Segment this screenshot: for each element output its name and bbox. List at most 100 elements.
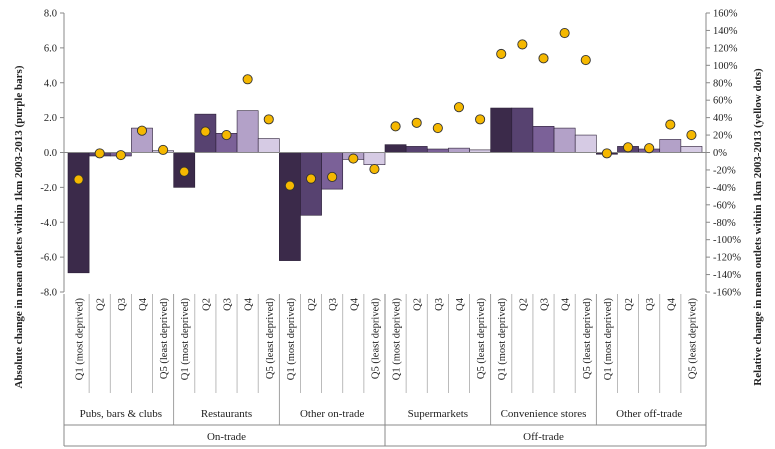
group-label: Pubs, bars & clubs [80, 408, 163, 420]
quintile-label: Q4 [138, 297, 149, 311]
dot [179, 166, 190, 177]
quintile-label: Q5 (least deprived) [265, 298, 276, 380]
y2-tick-label: 120% [713, 43, 738, 54]
dot [390, 121, 401, 132]
quintile-label: Q3 [328, 298, 339, 311]
dot [411, 117, 422, 128]
bar [236, 110, 259, 153]
dot [517, 39, 528, 50]
y2-tick-label: 80% [713, 78, 733, 89]
y2-tick-label: 0% [713, 148, 727, 159]
y-tick-label: 0.0 [44, 148, 57, 159]
bar [321, 152, 344, 190]
dot [348, 153, 359, 164]
quintile-label: Q2 [201, 298, 212, 311]
group-label: Supermarkets [408, 408, 468, 420]
bar [67, 152, 90, 274]
y-tick-label: 2.0 [44, 113, 57, 124]
y2-tick-label: 20% [713, 131, 733, 142]
quintile-label: Q2 [307, 298, 318, 311]
axes-layer [60, 12, 710, 447]
y-tick-label: -6.0 [40, 253, 57, 264]
dot [538, 53, 549, 64]
bar [532, 126, 555, 153]
group-label: Convenience stores [501, 408, 587, 420]
y2-tick-label: -80% [713, 218, 736, 229]
bar [384, 144, 407, 153]
bars-layer [67, 107, 703, 274]
y2-tick-label: 100% [713, 61, 738, 72]
y2-axis-title: Relative change in mean outlets within 1… [752, 68, 764, 386]
y-tick-label: -2.0 [40, 183, 57, 194]
bar [553, 127, 576, 153]
y2-tick-label: -160% [713, 288, 741, 299]
bar [448, 147, 470, 153]
dot [475, 114, 486, 125]
quintile-label: Q1 (most deprived) [392, 297, 403, 380]
dot [242, 74, 253, 85]
dot [496, 48, 507, 60]
bar [680, 146, 703, 153]
quintile-label: Q1 (most deprived) [180, 297, 191, 380]
y-tick-label: -4.0 [40, 218, 57, 229]
dot [115, 150, 126, 161]
dot [432, 123, 443, 134]
quintile-label: Q3 [645, 298, 656, 311]
dot [580, 55, 591, 66]
y-tick-label: 8.0 [44, 9, 57, 20]
quintile-label: Q4 [561, 297, 572, 311]
dot [559, 28, 570, 39]
quintile-label: Q3 [223, 298, 234, 311]
quintile-label: Q5 (least deprived) [159, 298, 170, 380]
bar [257, 138, 280, 153]
dot [305, 173, 317, 184]
dot [136, 125, 148, 136]
quintile-label: Q5 (least deprived) [370, 298, 381, 380]
dot [644, 143, 655, 154]
y2-tick-label: 40% [713, 113, 733, 124]
y2-tick-label: -40% [713, 183, 736, 194]
quintile-label: Q4 [455, 297, 466, 311]
bar [490, 107, 513, 153]
dot [73, 174, 84, 185]
y-tick-label: 6.0 [44, 43, 57, 54]
dot [686, 130, 697, 141]
quintile-label: Q3 [540, 298, 551, 311]
quintile-label: Q4 [244, 297, 255, 311]
quintile-label: Q1 (most deprived) [286, 297, 297, 380]
quintile-label: Q1 (most deprived) [75, 297, 86, 380]
bar [300, 152, 322, 216]
dot [665, 119, 676, 130]
y2-tick-label: -120% [713, 253, 741, 264]
dot [369, 164, 380, 175]
quintile-label: Q4 [349, 297, 360, 311]
quintile-label: Q2 [518, 298, 529, 311]
group-label: Other on-trade [300, 408, 365, 420]
y2-tick-label: -20% [713, 165, 736, 176]
bar [659, 139, 682, 153]
dot [601, 148, 612, 159]
y-tick-label: 4.0 [44, 78, 57, 89]
quintile-label: Q5 (least deprived) [582, 298, 593, 380]
y2-tick-label: 60% [713, 96, 733, 107]
dot [327, 171, 338, 182]
bar [511, 107, 534, 153]
y2-tick-label: 160% [713, 9, 738, 20]
y2-tick-label: 140% [713, 26, 738, 37]
bar [574, 134, 597, 153]
quintile-label: Q3 [434, 298, 445, 311]
dot [453, 102, 465, 113]
bar [279, 152, 301, 261]
labels-layer: -8.0 -6.0 -4.0 -2.0 0.0 2.0 4.0 6.0 8.0 -160% -140… [40, 9, 741, 444]
quintile-label: Q4 [666, 297, 677, 311]
quintile-label: Q2 [413, 298, 424, 311]
quintile-label: Q2 [624, 298, 635, 311]
y2-tick-label: -140% [713, 270, 741, 281]
dot [94, 148, 105, 159]
bar [426, 148, 449, 153]
section-label: Off-trade [523, 431, 564, 443]
dot [284, 180, 295, 191]
y2-tick-label: -100% [713, 235, 741, 246]
bar [405, 146, 428, 153]
dot [221, 130, 232, 141]
